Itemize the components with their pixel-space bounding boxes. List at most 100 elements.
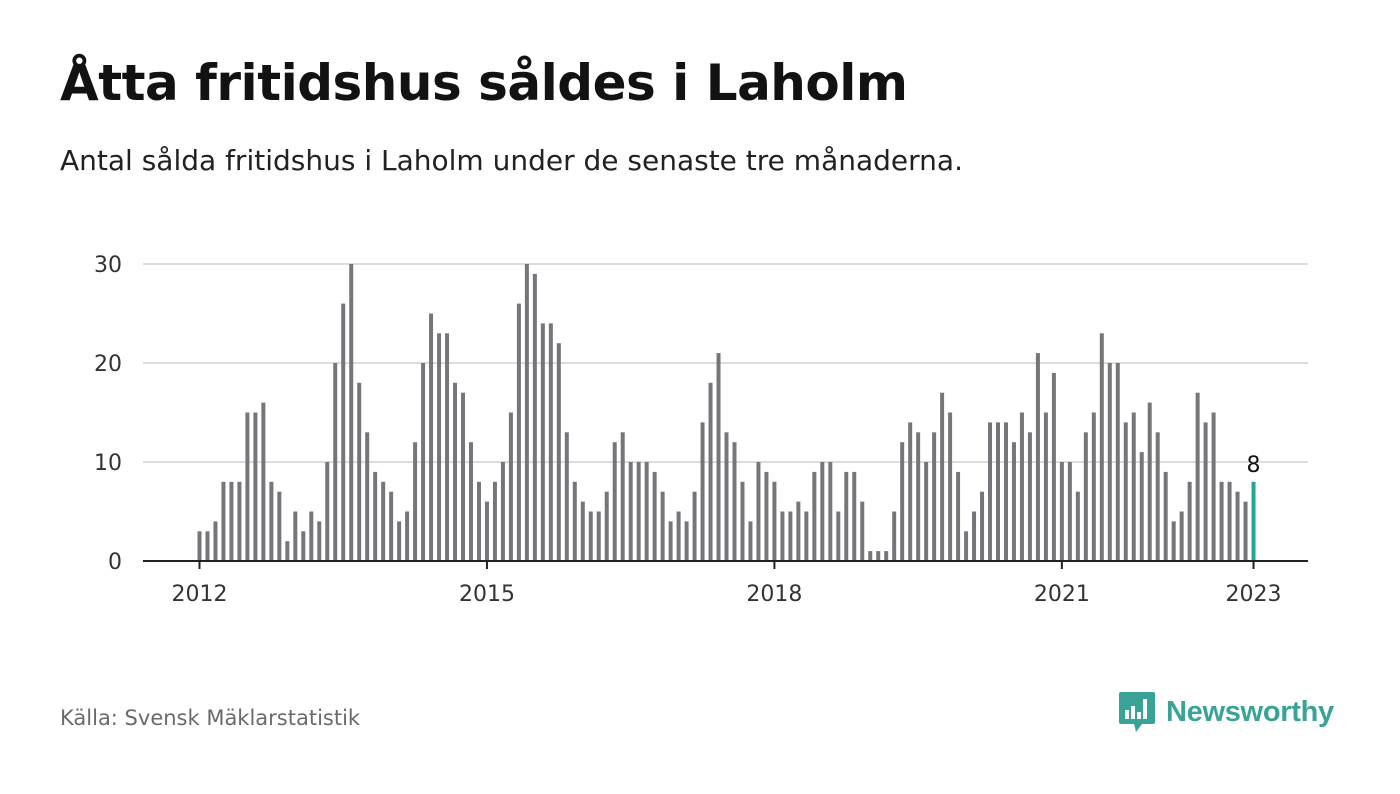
highlight-bar [1251, 481, 1256, 561]
source-note: Källa: Svensk Mäklarstatistik [60, 706, 361, 730]
chart-title: Åtta fritidshus såldes i Laholm [60, 54, 908, 112]
bar [1227, 481, 1232, 561]
bar [884, 551, 889, 561]
bar [269, 481, 274, 561]
bar [1075, 491, 1080, 561]
bar [844, 471, 849, 561]
bar [956, 471, 961, 561]
y-tick-label: 30 [94, 253, 122, 278]
bar [341, 303, 346, 561]
bar [277, 491, 282, 561]
brand-name: Newsworthy [1166, 695, 1334, 728]
bar [596, 511, 601, 561]
bar [732, 442, 737, 561]
bar [628, 462, 633, 561]
bar [740, 481, 745, 561]
bar [1011, 442, 1016, 561]
bar [1235, 491, 1240, 561]
bar [261, 402, 266, 561]
x-tick-label: 2018 [746, 582, 802, 607]
bar [1115, 363, 1120, 561]
bar [540, 323, 545, 561]
bar [245, 412, 250, 561]
brand-logo[interactable]: Newsworthy [1118, 690, 1334, 734]
bar [1211, 412, 1216, 561]
bar [468, 442, 473, 561]
bar [820, 462, 825, 561]
bar [876, 551, 881, 561]
bar [1123, 422, 1128, 561]
bar [397, 521, 402, 561]
bar [221, 481, 226, 561]
bar [580, 501, 585, 561]
bar [708, 382, 713, 561]
bar [812, 471, 817, 561]
x-tick-label: 2015 [459, 582, 515, 607]
bar [652, 471, 657, 561]
bar [676, 511, 681, 561]
chart-subtitle: Antal sålda fritidshus i Laholm under de… [60, 144, 963, 177]
bar [484, 501, 489, 561]
bar [556, 343, 561, 561]
bar [1155, 432, 1160, 561]
bar [1179, 511, 1184, 561]
bar [325, 462, 330, 561]
data-labels: 8 [1247, 453, 1261, 478]
bar [500, 462, 505, 561]
bar [924, 462, 929, 561]
bar [660, 491, 665, 561]
bar [317, 521, 322, 561]
bar [868, 551, 873, 561]
bar [892, 511, 897, 561]
bar [636, 462, 641, 561]
x-tick-label: 2023 [1226, 582, 1282, 607]
bar [692, 491, 697, 561]
bar [940, 392, 945, 561]
bar [1139, 452, 1144, 561]
bar [964, 531, 969, 561]
bar [796, 501, 801, 561]
bar [700, 422, 705, 561]
bar [293, 511, 298, 561]
data-label-latest: 8 [1247, 453, 1261, 478]
y-tick-label: 20 [94, 352, 122, 377]
bar [788, 511, 793, 561]
bar [612, 442, 617, 561]
bar-chart: 0 10 20 30 2012 2015 2018 2021 2023 8 [94, 253, 1308, 607]
bar [301, 531, 306, 561]
bar [213, 521, 218, 561]
bar [1003, 422, 1008, 561]
bar [333, 363, 338, 561]
bar [980, 491, 985, 561]
bar [972, 511, 977, 561]
bar [1131, 412, 1136, 561]
bar [564, 432, 569, 561]
bar [668, 521, 673, 561]
bar [620, 432, 625, 561]
bar [516, 303, 521, 561]
bar [1203, 422, 1208, 561]
bar [684, 521, 689, 561]
bar [405, 511, 410, 561]
bar [764, 471, 769, 561]
bar [772, 481, 777, 561]
bar [1099, 333, 1104, 561]
bar [948, 412, 953, 561]
bar [1035, 353, 1040, 561]
bar [716, 353, 721, 561]
bar [253, 412, 258, 561]
bar [421, 363, 426, 561]
bar [429, 313, 434, 561]
bar [357, 382, 362, 561]
bar [588, 511, 593, 561]
bar [1171, 521, 1176, 561]
bar [532, 273, 537, 561]
bar [828, 462, 833, 561]
bar [724, 432, 729, 561]
bar [197, 531, 202, 561]
bar [365, 432, 370, 561]
bar [644, 462, 649, 561]
bar [1147, 402, 1152, 561]
bar [1219, 481, 1224, 561]
bar [205, 531, 210, 561]
